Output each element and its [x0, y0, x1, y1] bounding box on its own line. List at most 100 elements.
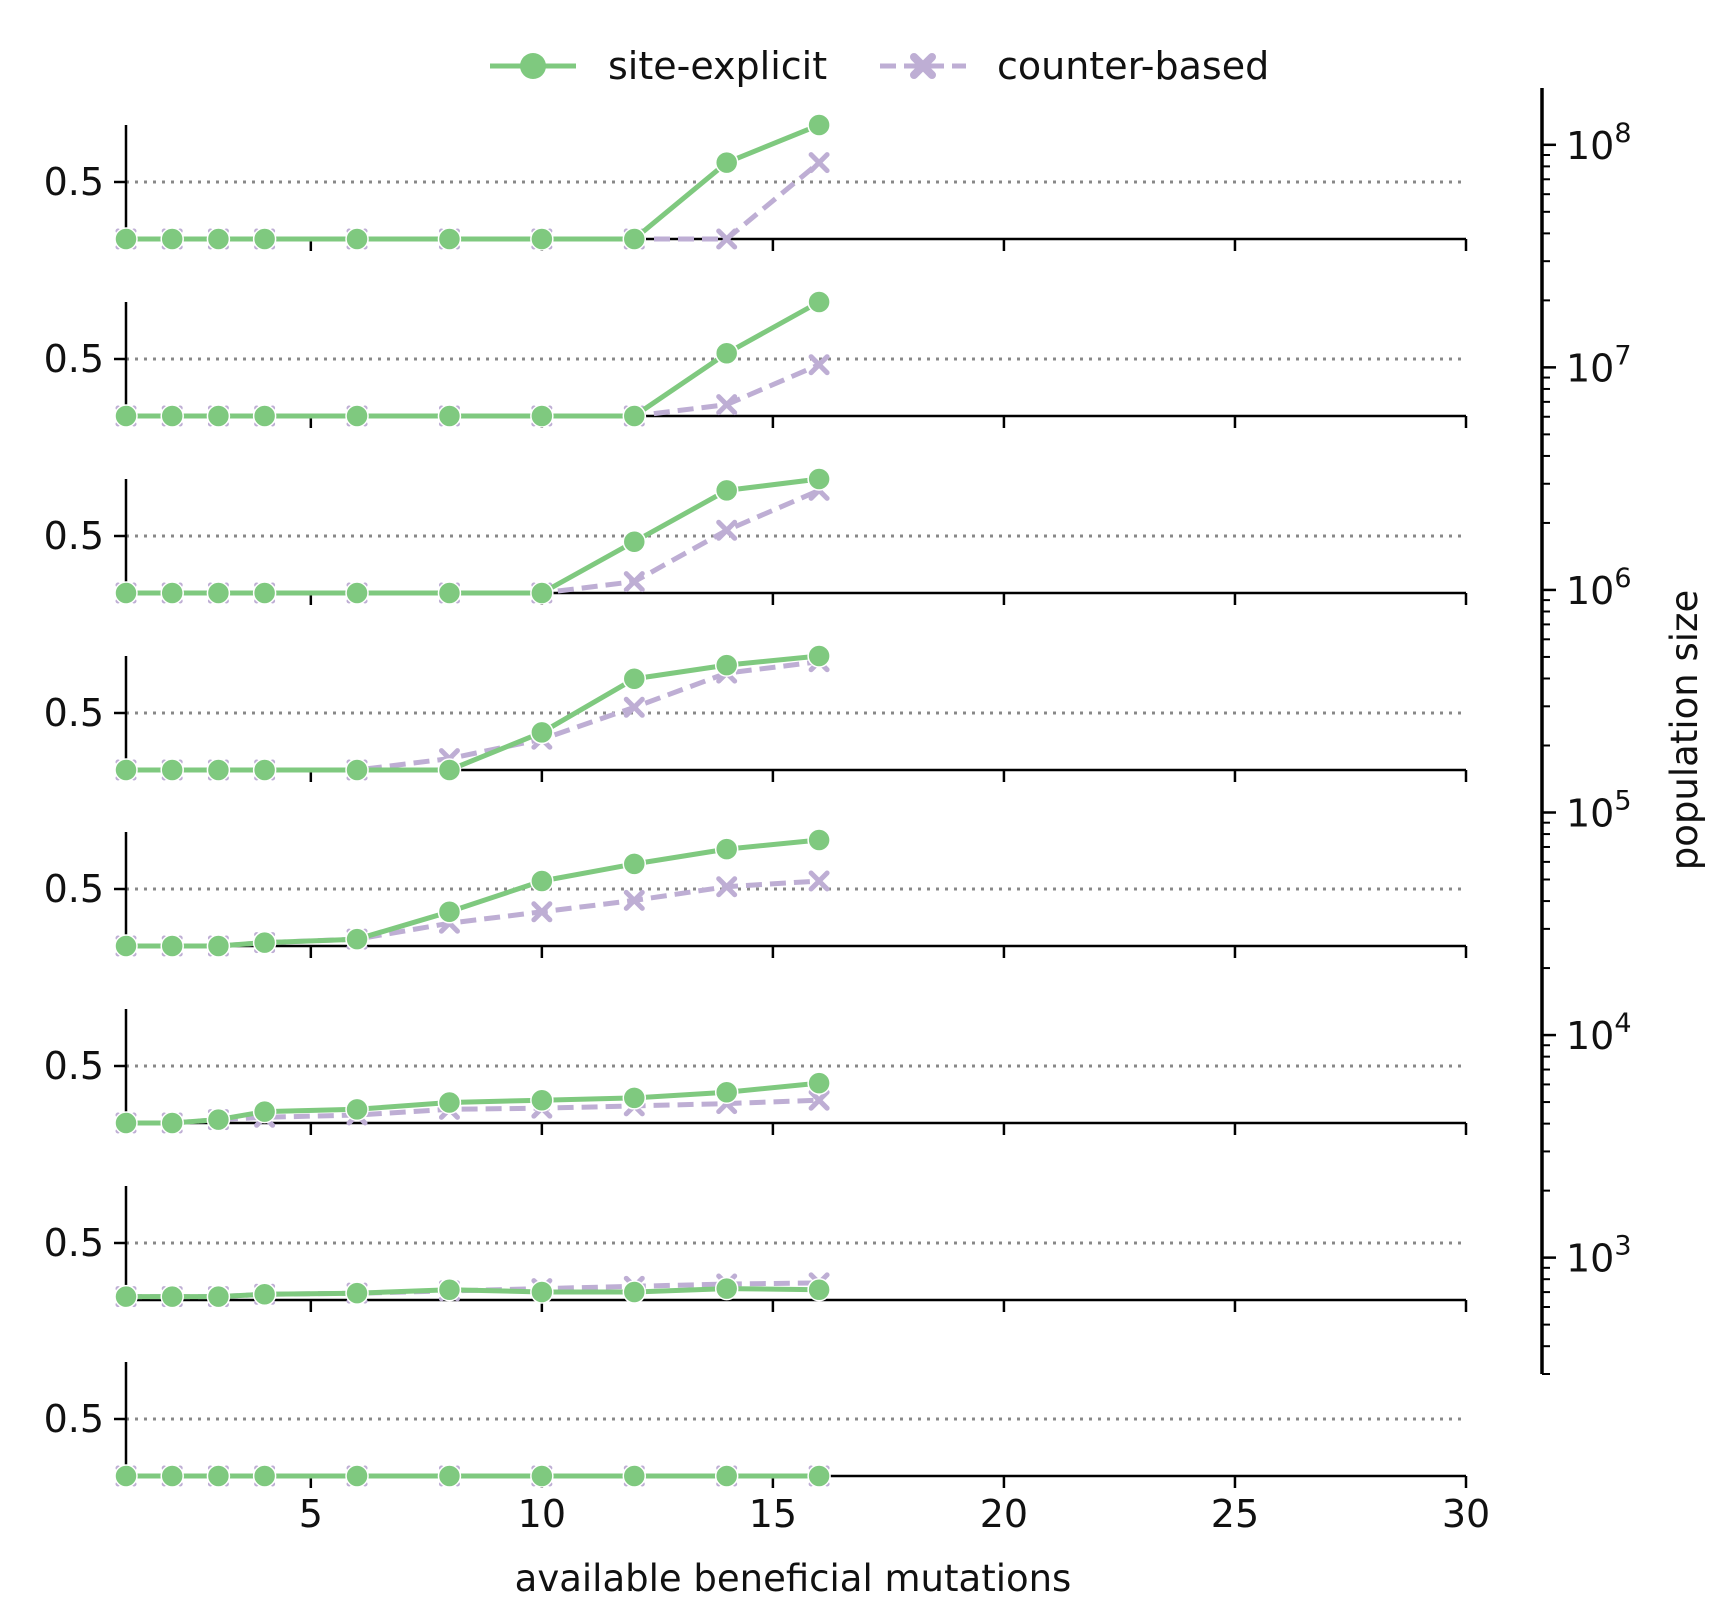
panel-3: 0.5	[44, 467, 1468, 605]
point-site-explicit	[345, 1097, 369, 1122]
series-line-counter-based	[126, 362, 821, 419]
point-site-explicit	[807, 644, 831, 668]
point-site-explicit	[437, 1464, 462, 1488]
point-site-explicit	[437, 404, 462, 428]
point-site-explicit	[437, 1090, 462, 1115]
colorbar-tick-label: 108	[1566, 118, 1632, 168]
point-site-explicit	[345, 581, 369, 605]
point-site-explicit	[530, 869, 554, 893]
point-counter-based	[808, 152, 830, 174]
point-site-explicit	[714, 653, 739, 677]
point-site-explicit	[206, 934, 231, 958]
point-site-explicit	[252, 227, 277, 251]
point-site-explicit	[206, 758, 231, 782]
colorbar-tick-label: 107	[1566, 340, 1632, 390]
point-site-explicit	[206, 581, 231, 605]
series-line-site-explicit	[126, 122, 821, 242]
colorbar-axis: 103 104 105 106 107 108	[1540, 88, 1632, 1375]
point-site-explicit	[252, 581, 277, 605]
point-site-explicit	[530, 1088, 554, 1112]
point-site-explicit	[160, 404, 184, 428]
series-line-counter-based	[126, 659, 820, 773]
point-site-explicit	[807, 1277, 831, 1302]
panel-6: 0.5	[44, 1009, 1468, 1135]
series-line-site-explicit	[126, 299, 821, 419]
x-tick-label: 20	[980, 1492, 1028, 1536]
point-site-explicit	[807, 467, 831, 491]
point-counter-based	[716, 394, 738, 416]
point-counter-based	[623, 571, 645, 593]
y-tick-label: 0.5	[44, 514, 104, 558]
colorbar-tick-label: 104	[1566, 1008, 1632, 1058]
point-site-explicit	[714, 837, 739, 861]
y-tick-label: 0.5	[44, 691, 104, 735]
point-site-explicit	[530, 404, 554, 428]
y-tick-label: 0.5	[44, 1397, 104, 1441]
point-site-explicit	[622, 852, 647, 876]
point-site-explicit	[622, 1280, 647, 1304]
point-site-explicit	[622, 227, 647, 251]
point-site-explicit	[622, 404, 647, 428]
point-site-explicit	[807, 290, 831, 314]
point-site-explicit	[206, 1464, 231, 1488]
point-site-explicit	[252, 1099, 277, 1124]
point-counter-based	[808, 1089, 830, 1111]
point-site-explicit	[530, 581, 554, 605]
y-tick-label: 0.5	[44, 1221, 104, 1265]
point-site-explicit	[622, 529, 647, 554]
colorbar-tick-label: 106	[1566, 563, 1632, 613]
point-site-explicit	[252, 404, 277, 428]
point-site-explicit	[807, 113, 831, 137]
point-site-explicit	[206, 227, 231, 251]
series-line-site-explicit	[126, 1286, 820, 1300]
point-site-explicit	[160, 581, 184, 605]
series-line-site-explicit	[126, 653, 820, 773]
x-axis-label: available beneficial mutations	[515, 1557, 1072, 1600]
series-line-counter-based	[126, 878, 820, 949]
point-site-explicit	[252, 1464, 277, 1488]
point-site-explicit	[345, 1281, 369, 1305]
x-tick-label: 30	[1442, 1492, 1490, 1536]
series-line-site-explicit	[126, 837, 820, 949]
point-site-explicit	[530, 227, 554, 251]
x-tick-label: 25	[1211, 1492, 1259, 1536]
point-counter-based	[716, 228, 738, 250]
point-site-explicit	[807, 1071, 831, 1095]
point-site-explicit	[807, 1464, 831, 1488]
point-site-explicit	[622, 667, 647, 691]
point-site-explicit	[622, 1086, 647, 1110]
point-site-explicit	[345, 758, 369, 782]
point-site-explicit	[206, 404, 231, 428]
point-site-explicit	[160, 934, 184, 958]
panel-8: 0.5 5 10 15 20 25 30	[44, 1362, 1490, 1536]
legend-entry-site-explicit: site-explicit	[490, 44, 827, 88]
legend-entry-counter-based: counter-based	[880, 44, 1269, 88]
point-site-explicit	[714, 1276, 739, 1301]
y-tick-label: 0.5	[44, 1044, 104, 1088]
point-site-explicit	[437, 900, 462, 924]
point-site-explicit	[345, 1464, 369, 1488]
panel-4: 0.5	[44, 644, 1468, 782]
y-tick-label: 0.5	[44, 867, 104, 911]
point-site-explicit	[114, 1284, 138, 1309]
point-site-explicit	[160, 227, 184, 251]
point-site-explicit	[530, 1280, 554, 1304]
y-tick-label: 0.5	[44, 337, 104, 381]
point-site-explicit	[206, 1284, 231, 1309]
point-site-explicit	[530, 1464, 554, 1488]
point-site-explicit	[714, 478, 739, 503]
point-site-explicit	[714, 341, 739, 366]
point-site-explicit	[530, 720, 554, 745]
point-site-explicit	[114, 404, 138, 428]
point-site-explicit	[437, 581, 462, 605]
point-counter-based	[716, 876, 738, 898]
series-line-counter-based	[126, 488, 821, 596]
colorbar-tick-label: 105	[1566, 786, 1632, 836]
panel-7: 0.5	[44, 1186, 1468, 1312]
point-site-explicit	[252, 930, 277, 955]
point-site-explicit	[114, 227, 138, 251]
point-site-explicit	[714, 1080, 739, 1104]
point-counter-based	[623, 889, 645, 911]
panel-1: 0.5	[44, 113, 1468, 251]
